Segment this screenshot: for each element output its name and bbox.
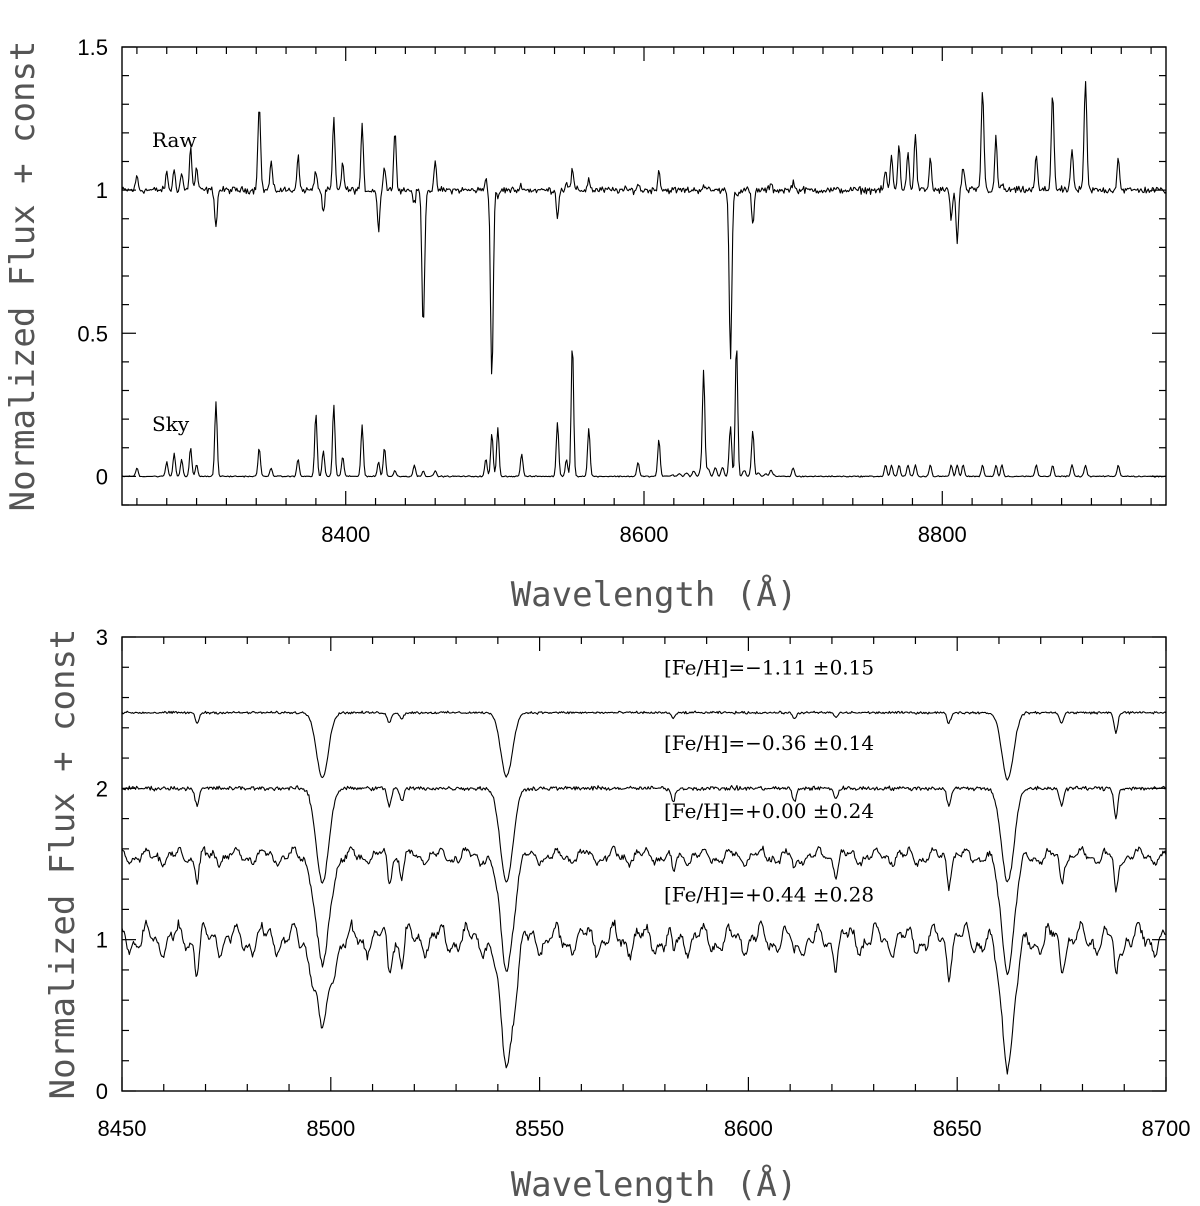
label-feh-1: [Fe/H]=−0.36 ±0.14 <box>664 731 874 755</box>
y-tick-label: 0 <box>96 464 108 489</box>
label-feh-2: [Fe/H]=+0.00 ±0.24 <box>664 799 874 823</box>
spectrum-line-feh-0 <box>122 710 1166 781</box>
spectrum-line-raw <box>122 81 1166 375</box>
y-tick-label: 3 <box>96 625 108 650</box>
x-tick-label: 8600 <box>724 1116 773 1141</box>
y-tick-label: 1.5 <box>77 35 108 60</box>
x-axis-title: Wavelength (Å) <box>511 574 798 615</box>
x-tick-label: 8550 <box>515 1116 564 1141</box>
y-tick-label: 2 <box>96 776 108 801</box>
label-raw: Raw <box>152 128 197 152</box>
bottom-panel: 8450 8500 8550 8600 8650 8700 0 1 2 3 Wavelength (… <box>43 625 1190 1205</box>
x-tick-label: 8800 <box>918 522 967 547</box>
spectrum-line-feh-3 <box>122 919 1166 1075</box>
y-axis-title: Normalized Flux + const <box>3 41 43 512</box>
x-tick-label: 8600 <box>620 522 669 547</box>
x-tick-label: 8500 <box>306 1116 355 1141</box>
x-tick-label: 8650 <box>933 1116 982 1141</box>
x-tick-label: 8700 <box>1142 1116 1191 1141</box>
x-tick-label: 8450 <box>98 1116 147 1141</box>
label-feh-0: [Fe/H]=−1.11 ±0.15 <box>664 655 874 679</box>
x-axis-title: Wavelength (Å) <box>511 1164 798 1205</box>
y-tick-label: 1 <box>96 928 108 953</box>
label-feh-3: [Fe/H]=+0.44 ±0.28 <box>664 882 874 906</box>
top-panel: 8400 8600 8800 0 0.5 1 1.5 Wavelength (Å) Normal… <box>3 35 1167 615</box>
spectrum-line-feh-1 <box>122 784 1166 884</box>
y-tick-label: 0.5 <box>77 321 108 346</box>
plot-frame <box>121 46 1167 506</box>
spectrum-line-feh-2 <box>122 845 1166 976</box>
label-sky: Sky <box>152 412 190 436</box>
y-tick-label: 0 <box>96 1079 108 1104</box>
y-tick-label: 1 <box>96 178 108 203</box>
x-tick-label: 8400 <box>321 522 370 547</box>
spectrum-line-sky <box>122 350 1166 478</box>
y-axis-title: Normalized Flux + const <box>43 629 83 1100</box>
plot-frame <box>121 636 1167 1092</box>
